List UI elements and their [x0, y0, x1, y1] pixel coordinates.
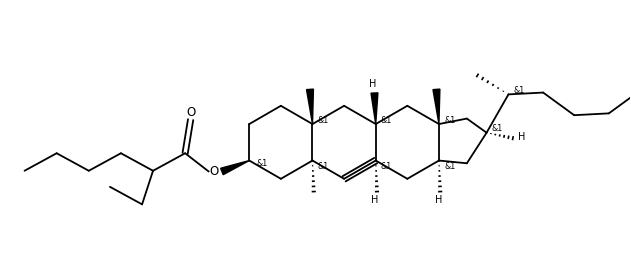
Text: &1: &1	[380, 162, 392, 171]
Text: H: H	[518, 132, 526, 142]
Text: H: H	[372, 195, 379, 205]
Text: H: H	[369, 79, 376, 89]
Text: O: O	[209, 165, 219, 178]
Polygon shape	[371, 93, 378, 124]
Text: &1: &1	[317, 116, 329, 125]
Polygon shape	[307, 89, 314, 124]
Text: O: O	[186, 106, 195, 119]
Text: &1: &1	[444, 116, 455, 125]
Text: &1: &1	[492, 124, 503, 134]
Text: &1: &1	[256, 159, 268, 168]
Text: &1: &1	[514, 86, 525, 95]
Text: &1: &1	[317, 162, 329, 171]
Polygon shape	[221, 160, 249, 175]
Text: &1: &1	[380, 116, 392, 125]
Polygon shape	[433, 89, 440, 124]
Text: H: H	[435, 195, 442, 205]
Text: &1: &1	[444, 162, 455, 171]
